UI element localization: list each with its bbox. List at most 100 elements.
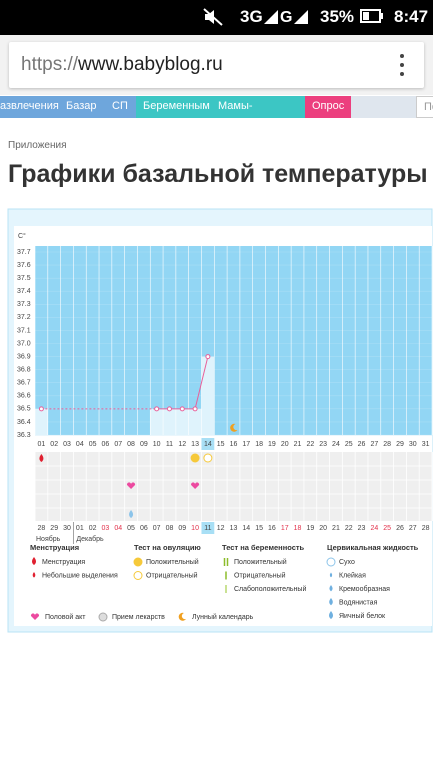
cycle-date: 15: [255, 525, 263, 532]
x-tick-label: 27: [370, 441, 378, 448]
nav-item[interactable]: Мамы-Эксперты: [211, 96, 305, 132]
cycle-date: 25: [383, 525, 391, 532]
x-tick-label: 05: [89, 441, 97, 448]
x-tick-label: 30: [409, 441, 417, 448]
nav-item[interactable]: азвлечения: [0, 100, 59, 112]
address-bar[interactable]: https://www.babyblog.ru: [9, 42, 424, 88]
circle-icon: [133, 571, 143, 580]
drop-icon: [39, 454, 44, 462]
legend-item: Слабоположительный: [234, 585, 306, 593]
legend-item: Сухо: [339, 559, 355, 566]
cycle-date: 01: [76, 525, 84, 532]
cycle-date: 22: [345, 525, 353, 532]
y-tick-label: 37.2: [17, 314, 31, 321]
x-tick-label: 10: [153, 441, 161, 448]
legend-item: Менструация: [42, 559, 85, 566]
cycle-date: 17: [281, 525, 289, 532]
cycle-date: 12: [217, 525, 225, 532]
month-label: Декабрь: [76, 535, 104, 543]
cycle-date: 21: [332, 525, 340, 532]
y-tick-label: 37.5: [17, 275, 31, 282]
x-tick-label: 18: [255, 441, 263, 448]
nav-item[interactable]: Базар: [66, 100, 97, 112]
circle-icon: [203, 453, 213, 463]
x-tick-label: 02: [50, 441, 58, 448]
y-tick-label: 37.6: [17, 262, 31, 269]
cycle-date: 07: [153, 525, 161, 532]
search-input[interactable]: По: [416, 96, 433, 118]
current-day: [201, 438, 215, 450]
cycle-date: 13: [230, 525, 238, 532]
x-tick-label: 08: [127, 441, 135, 448]
circle-icon: [133, 557, 143, 567]
cycle-date: 26: [396, 525, 404, 532]
url-host: www.babyblog.ru: [78, 54, 223, 75]
drop-icon: [329, 598, 333, 606]
cycle-date: 08: [166, 525, 174, 532]
x-tick-label: 28: [383, 441, 391, 448]
svg-text:G: G: [280, 9, 292, 25]
y-unit: C°: [18, 232, 26, 240]
x-tick-label: 31: [422, 441, 430, 448]
y-tick-label: 36.3: [17, 432, 31, 439]
clock: 8:47: [394, 7, 429, 26]
circle-icon: [98, 612, 108, 622]
x-tick-label: 01: [38, 441, 46, 448]
cycle-date: 02: [89, 525, 97, 532]
moon-icon: [178, 612, 186, 621]
legend-heading: Тест на овуляцию: [134, 543, 201, 552]
nav-item[interactable]: Опрос: [305, 96, 351, 118]
temperature-bar: [175, 408, 189, 435]
breadcrumb[interactable]: Приложения: [8, 140, 67, 151]
page-title: Графики базальной температуры: [8, 160, 428, 188]
y-tick-label: 36.5: [17, 406, 31, 413]
legend-item: Кремообразная: [339, 585, 390, 593]
y-tick-label: 37.0: [17, 340, 31, 347]
drop-icon: [129, 510, 134, 518]
circle-icon: [326, 557, 336, 567]
legend-item: Половой акт: [45, 613, 86, 621]
x-tick-label: 09: [140, 441, 148, 448]
temperature-bar: [35, 408, 48, 435]
current-day: [201, 522, 215, 534]
circle-icon: [190, 453, 200, 463]
battery-icon: [360, 9, 383, 23]
legend-heading: Менструация: [30, 543, 79, 552]
signal-icon: G: [264, 9, 308, 25]
x-tick-label: 13: [191, 441, 199, 448]
y-tick-label: 37.1: [17, 327, 31, 334]
nav-item[interactable]: СП: [112, 100, 128, 112]
mute-icon: [203, 8, 223, 26]
menu-button[interactable]: [400, 54, 404, 81]
legend-item: Небольшие выделения: [42, 571, 118, 579]
legend-item: Отрицательный: [234, 571, 286, 579]
temperature-point: [166, 406, 172, 412]
drop-icon: [329, 572, 333, 578]
temperature-point: [205, 354, 211, 360]
cycle-date: 09: [178, 525, 186, 532]
cycle-date: 19: [306, 525, 314, 532]
cycle-date: 23: [358, 525, 366, 532]
temperature-bar: [188, 408, 202, 435]
nav-item[interactable]: Беременным: [136, 96, 211, 118]
cycle-date: 03: [102, 525, 110, 532]
y-tick-label: 36.7: [17, 380, 31, 387]
url-scheme: https://: [21, 54, 79, 75]
cycle-date: 28: [422, 525, 430, 532]
temperature-bar: [150, 408, 164, 435]
temperature-point: [179, 406, 185, 412]
cycle-date: 28: [38, 525, 46, 532]
network: 3G: [240, 7, 263, 26]
heart-icon: [126, 482, 136, 489]
legend-item: Отрицательный: [146, 571, 198, 579]
temperature-point: [192, 406, 198, 412]
cycle-date: 04: [114, 525, 122, 532]
temperature-point: [38, 406, 44, 412]
browser-bar: https://www.babyblog.ru: [0, 35, 433, 95]
heart-icon: [30, 613, 40, 620]
x-tick-label: 23: [319, 441, 327, 448]
cycle-date: 14: [242, 525, 250, 532]
cycle-date: 05: [127, 525, 135, 532]
legend-item: Положительный: [234, 558, 287, 566]
